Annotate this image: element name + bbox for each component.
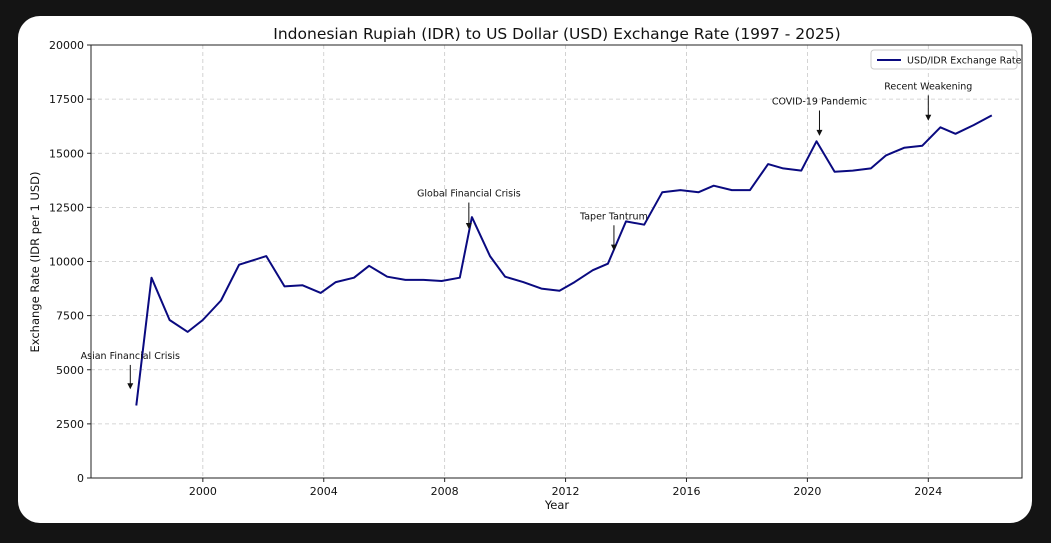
y-tick-label: 5000 <box>56 364 84 377</box>
annotation-arrow-head <box>465 223 472 230</box>
y-tick-label: 20000 <box>49 39 84 52</box>
y-tick-label: 2500 <box>56 418 84 431</box>
y-tick-label: 15000 <box>49 147 84 160</box>
x-tick-label: 2004 <box>310 485 338 498</box>
y-tick-label: 0 <box>77 472 84 485</box>
x-tick-label: 2016 <box>672 485 700 498</box>
annotation-arrow-head <box>816 129 823 136</box>
legend-label: USD/IDR Exchange Rate <box>907 56 1022 67</box>
line-chart: Indonesian Rupiah (IDR) to US Dollar (US… <box>28 25 1023 512</box>
y-axis-label: Exchange Rate (IDR per 1 USD) <box>28 171 42 352</box>
y-tick-label: 10000 <box>49 256 84 269</box>
x-tick-label: 2012 <box>552 485 580 498</box>
legend-box <box>870 49 1018 70</box>
chart-card: Indonesian Rupiah (IDR) to US Dollar (US… <box>18 16 1032 523</box>
y-tick-label: 17500 <box>49 93 84 106</box>
plot-frame <box>90 44 1023 479</box>
annotation-label: Recent Weakening <box>884 81 972 92</box>
grid-lines <box>91 45 1022 478</box>
annotation-arrow-head <box>127 383 134 390</box>
annotation-label: Taper Tantrum <box>579 211 648 222</box>
annotation-arrow-head <box>925 114 932 121</box>
x-tick-label: 2024 <box>914 485 942 498</box>
series-group <box>135 114 993 406</box>
annotation-label: Global Financial Crisis <box>417 189 521 200</box>
y-tick-label: 12500 <box>49 201 84 214</box>
y-axis-ticks: 0 2500 5000 7500 10000 12500 15000 17500 20000 <box>49 39 91 485</box>
y-tick-label: 7500 <box>56 310 84 323</box>
annotation-label: COVID-19 Pandemic <box>772 97 867 108</box>
x-axis-ticks: 2000 2004 2008 2012 2016 2020 2024 <box>189 478 942 498</box>
legend: USD/IDR Exchange Rate <box>870 49 1022 70</box>
annotation-label: Asian Financial Crisis <box>81 351 180 362</box>
chart-title: Indonesian Rupiah (IDR) to US Dollar (US… <box>273 25 840 43</box>
annotation-arrow-head <box>610 244 617 251</box>
x-axis-label: Year <box>544 498 570 512</box>
x-tick-label: 2000 <box>189 485 217 498</box>
x-tick-label: 2020 <box>793 485 821 498</box>
x-tick-label: 2008 <box>431 485 459 498</box>
annotations: Asian Financial Crisis Global Financial C… <box>81 81 972 390</box>
series-line <box>135 114 993 406</box>
